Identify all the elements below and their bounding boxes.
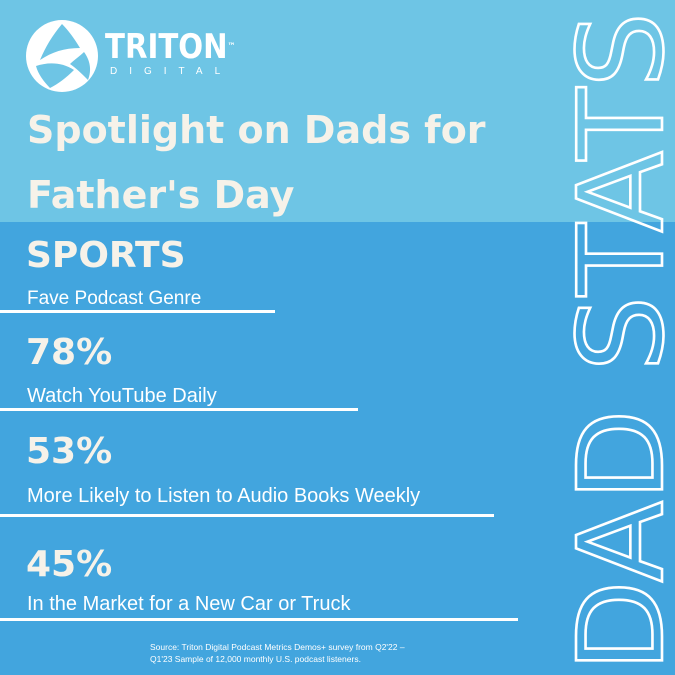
stat-value-audiobooks: 53% (26, 431, 113, 472)
divider-3 (0, 514, 494, 517)
source-note: Source: Triton Digital Podcast Metrics D… (150, 641, 450, 665)
divider-2 (0, 408, 358, 411)
stat-value-youtube: 78% (26, 332, 113, 373)
brand-subtitle: DIGITAL (110, 66, 233, 77)
stat-label-audiobooks: More Likely to Listen to Audio Books Wee… (27, 485, 421, 507)
page-title-line-1: Spotlight on Dads for (27, 108, 486, 152)
brand-name: TRITON™ (105, 27, 236, 67)
stat-value-sports: SPORTS (26, 235, 186, 276)
source-line-2: Q1'23 Sample of 12,000 monthly U.S. podc… (150, 654, 361, 664)
dad-stats-vertical-heading: DAD STATS (560, 11, 675, 674)
stat-label-youtube: Watch YouTube Daily (27, 385, 217, 407)
page-title-line-2: Father's Day (27, 173, 295, 217)
triton-logo-icon (26, 20, 98, 92)
header-band (0, 0, 675, 222)
trademark-mark: ™ (227, 42, 236, 52)
divider-4 (0, 618, 518, 621)
stat-label-car: In the Market for a New Car or Truck (27, 593, 351, 615)
divider-1 (0, 310, 275, 313)
dad-stats-text: DAD STATS (560, 12, 675, 672)
stat-value-car: 45% (26, 544, 113, 585)
stat-label-genre: Fave Podcast Genre (27, 288, 202, 309)
source-line-1: Source: Triton Digital Podcast Metrics D… (150, 642, 405, 652)
